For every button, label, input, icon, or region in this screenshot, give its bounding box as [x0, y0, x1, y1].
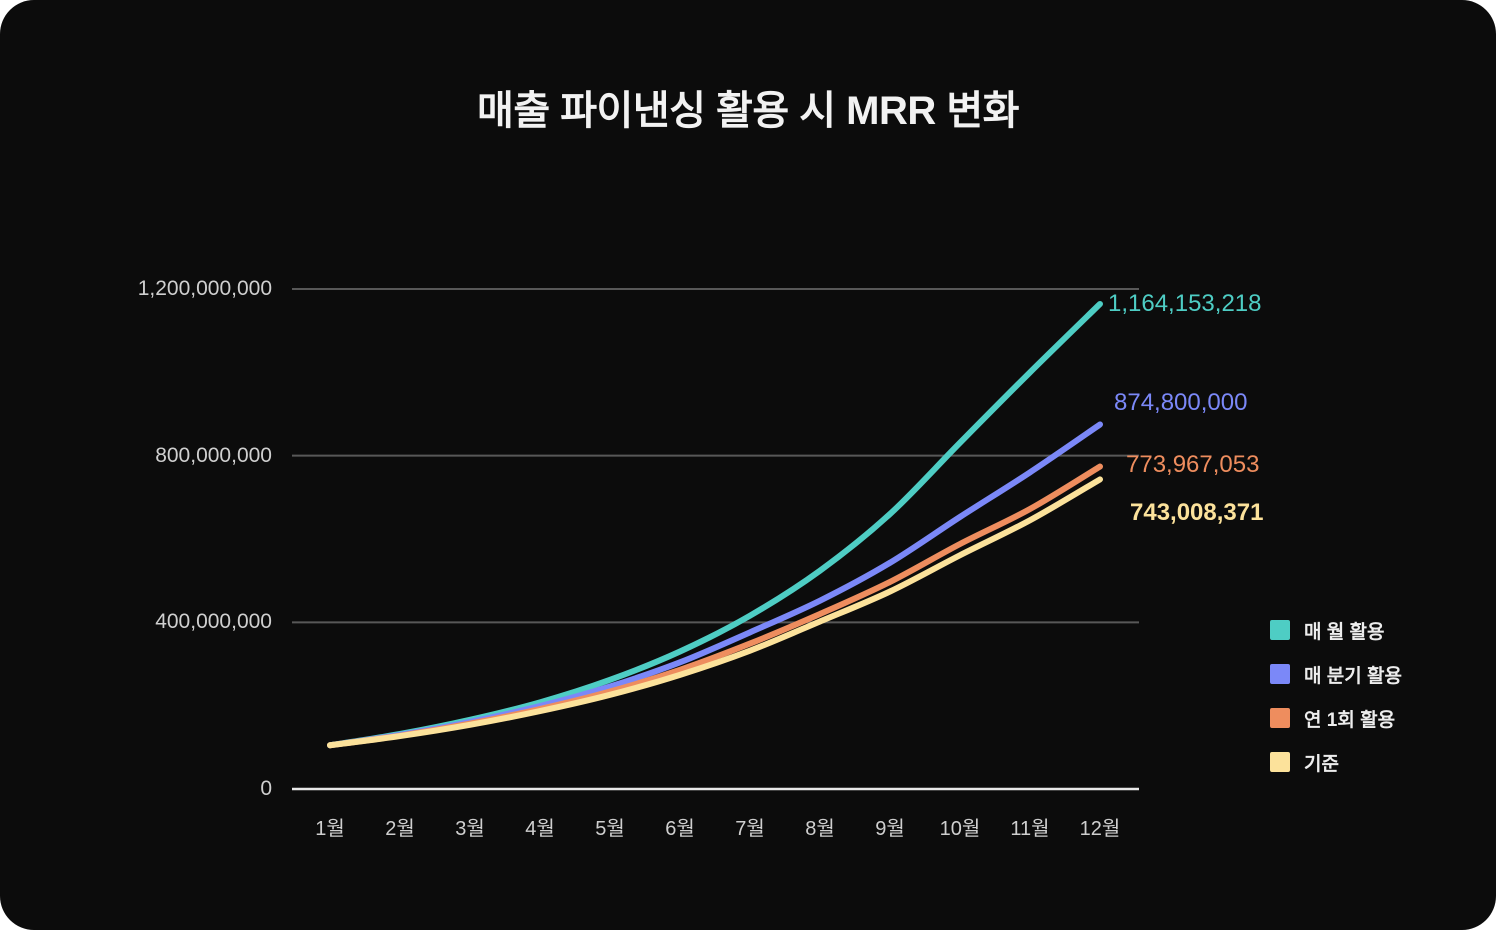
x-tick-label: 6월 [665, 818, 695, 840]
chart-title: 매출 파이낸싱 활용 시 MRR 변화 [477, 89, 1019, 133]
series-end-label-0: 1,164,153,218 [1108, 289, 1262, 317]
y-tick-label: 400,000,000 [155, 610, 272, 634]
series-end-label-1: 874,800,000 [1114, 388, 1248, 416]
series-line-1 [327, 421, 1103, 749]
y-tick-label: 0 [260, 777, 272, 800]
x-tick-label: 8월 [805, 818, 835, 840]
legend-item-label: 매 분기 활용 [1304, 665, 1402, 687]
y-tick-label: 800,000,000 [155, 443, 272, 467]
legend-item-label: 매 월 활용 [1304, 621, 1385, 643]
legend-swatch-icon [1270, 752, 1290, 772]
x-tick-label: 10월 [939, 818, 981, 840]
x-tick-label: 1월 [315, 818, 345, 840]
legend-swatch-icon [1270, 664, 1290, 684]
x-tick-label: 9월 [875, 818, 905, 840]
series-line-0 [327, 300, 1103, 749]
series-line-3 [327, 476, 1103, 749]
x-tick-label: 2월 [385, 818, 415, 840]
x-tick-label: 3월 [455, 818, 485, 840]
legend-swatch-icon [1270, 708, 1290, 728]
x-tick-label: 7월 [735, 818, 765, 840]
legend-item[interactable]: 기준 [1270, 740, 1402, 784]
legend-item[interactable]: 매 월 활용 [1270, 608, 1402, 652]
x-tick-label: 12월 [1079, 818, 1121, 840]
legend-item[interactable]: 연 1회 활용 [1270, 696, 1402, 740]
series-end-label-3: 743,008,371 [1130, 499, 1264, 527]
x-tick-label: 4월 [525, 818, 555, 840]
series-end-label-2: 773,967,053 [1126, 450, 1260, 478]
x-tick-label: 5월 [595, 818, 625, 840]
legend-item[interactable]: 매 분기 활용 [1270, 652, 1402, 696]
legend-item-label: 연 1회 활용 [1304, 709, 1396, 731]
legend-swatch-icon [1270, 620, 1290, 640]
series-line-2 [327, 463, 1103, 749]
x-tick-label: 11월 [1010, 818, 1050, 840]
y-tick-label: 1,200,000,000 [137, 277, 272, 300]
legend-item-label: 기준 [1304, 753, 1339, 775]
